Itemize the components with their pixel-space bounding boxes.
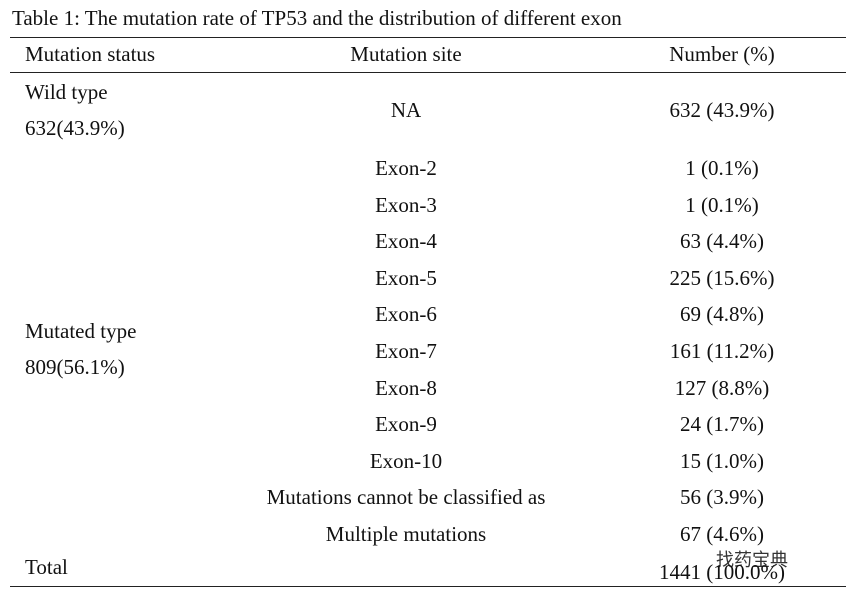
site-cell: Exon-2: [375, 156, 437, 180]
number-cell: 69 (4.8%): [680, 302, 764, 327]
total-label: Total: [25, 555, 68, 579]
number-cell: 15 (1.0%): [680, 448, 764, 473]
table-title: Table 1: The mutation rate of TP53 and t…: [12, 6, 622, 30]
number-cell: 127 (8.8%): [674, 375, 770, 400]
header-rule: [10, 72, 846, 73]
number-cell: 24 (1.7%): [680, 412, 764, 437]
site-cell: Exon-4: [375, 229, 437, 254]
number-cell: 63 (4.4%): [680, 229, 764, 254]
header-cell: Mutation site: [350, 42, 462, 66]
number-cell: 632 (43.9%): [669, 98, 775, 122]
number-cell: 225 (15.6%): [669, 265, 775, 290]
header-cell: Number (%): [669, 42, 775, 66]
status-cell: Wild type: [25, 80, 108, 104]
number-cell: 56 (3.9%): [680, 485, 764, 510]
total-number: 1441 (100.0%): [659, 560, 785, 584]
site-cell: Multiple mutations: [325, 522, 487, 546]
site-cell: Exon-8: [375, 375, 437, 400]
bottom-rule: [10, 586, 846, 587]
number-cell: 67 (4.6%): [680, 522, 764, 546]
number-cell: 1 (0.1%): [685, 192, 759, 217]
site-cell: Mutations cannot be classified as: [266, 485, 546, 510]
status-cell: 809(56.1%): [25, 355, 125, 379]
site-cell: Exon-3: [375, 192, 437, 217]
top-rule: [10, 37, 846, 38]
site-cell: Exon-10: [369, 448, 443, 473]
header-cell: Mutation status: [25, 42, 156, 66]
site-cell: Exon-6: [375, 302, 437, 327]
site-cell: Exon-5: [375, 265, 437, 290]
number-cell: 161 (11.2%): [669, 339, 775, 363]
status-cell: Mutated type: [25, 319, 137, 343]
number-cell: 1 (0.1%): [685, 156, 759, 180]
site-cell: Exon-7: [375, 339, 437, 363]
site-cell: Exon-9: [375, 412, 437, 437]
site-cell: NA: [390, 98, 422, 122]
status-cell: 632(43.9%): [25, 116, 125, 140]
watermark: 找药宝典: [716, 550, 788, 571]
